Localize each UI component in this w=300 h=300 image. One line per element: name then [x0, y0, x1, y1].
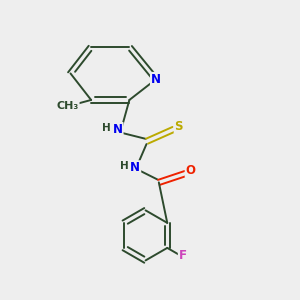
- Text: N: N: [151, 73, 161, 86]
- Text: H: H: [102, 123, 111, 133]
- Text: F: F: [179, 249, 187, 262]
- Text: O: O: [186, 164, 196, 177]
- Text: H: H: [120, 161, 128, 171]
- Text: N: N: [112, 123, 123, 136]
- Text: CH₃: CH₃: [56, 101, 79, 111]
- Text: N: N: [130, 161, 140, 174]
- Text: S: S: [175, 120, 183, 133]
